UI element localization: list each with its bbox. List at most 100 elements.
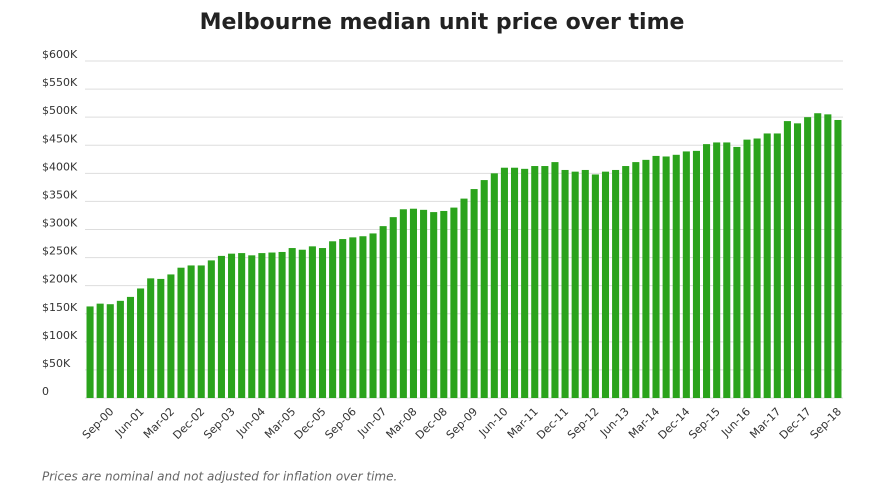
bar xyxy=(743,139,751,398)
bar xyxy=(632,162,640,398)
bar xyxy=(359,236,367,398)
y-tick-label: $50K xyxy=(42,357,71,370)
bar xyxy=(662,156,670,398)
bar xyxy=(167,274,175,398)
y-tick-label: $250K xyxy=(42,245,78,258)
x-tick-label: Jun-04 xyxy=(233,405,268,440)
bar xyxy=(430,212,438,398)
x-tick-label: Sep-03 xyxy=(201,405,238,442)
bar xyxy=(804,117,812,399)
y-tick-label: $600K xyxy=(42,48,78,61)
x-tick-label: Mar-14 xyxy=(626,405,662,441)
footnote: Prices are nominal and not adjusted for … xyxy=(42,470,397,484)
bar xyxy=(460,198,468,398)
bar xyxy=(783,121,791,399)
y-tick-label: $150K xyxy=(42,301,78,314)
bar xyxy=(521,168,529,398)
x-tick-label: Dec-14 xyxy=(656,405,693,442)
bar xyxy=(369,233,377,398)
x-tick-label: Dec-02 xyxy=(170,405,207,442)
bar xyxy=(763,133,771,398)
x-tick-label: Sep-18 xyxy=(808,405,845,442)
x-tick-label: Mar-05 xyxy=(262,405,298,441)
bar xyxy=(703,144,711,398)
bar xyxy=(389,217,397,398)
bar xyxy=(490,173,498,398)
bar xyxy=(601,171,610,398)
x-tick-label: Dec-05 xyxy=(292,405,329,442)
bar xyxy=(723,142,731,398)
bar xyxy=(308,246,316,398)
x-tick-label: Sep-15 xyxy=(686,405,723,442)
bar xyxy=(480,180,488,398)
bar xyxy=(116,300,124,398)
bar xyxy=(561,169,569,398)
bar xyxy=(349,237,357,398)
x-tick-label: Jun-10 xyxy=(476,405,511,440)
y-tick-label: $550K xyxy=(42,76,78,89)
x-tick-label: Dec-08 xyxy=(413,405,450,442)
bar xyxy=(147,278,155,398)
bar xyxy=(298,249,306,398)
bar xyxy=(531,166,539,398)
x-tick-label: Sep-09 xyxy=(444,405,481,442)
bar xyxy=(207,260,215,398)
bar xyxy=(278,251,286,398)
y-tick-label: $100K xyxy=(42,329,78,342)
bar xyxy=(86,306,94,398)
bar xyxy=(652,155,660,398)
bar xyxy=(217,255,225,398)
bar xyxy=(753,138,761,398)
y-tick-label: $200K xyxy=(42,273,78,286)
y-tick-label: $300K xyxy=(42,217,78,230)
y-tick-label: $350K xyxy=(42,188,78,201)
bar xyxy=(541,166,549,398)
bar xyxy=(228,253,236,398)
bar xyxy=(268,252,276,398)
bar xyxy=(450,207,458,398)
bar xyxy=(96,303,104,398)
bar xyxy=(106,304,114,398)
y-tick-label: 0 xyxy=(42,385,49,398)
bar xyxy=(571,171,579,398)
bar xyxy=(612,169,620,398)
bar xyxy=(288,248,296,398)
x-tick-label: Dec-11 xyxy=(534,405,571,442)
bar xyxy=(500,167,508,398)
bar xyxy=(379,226,387,398)
bar xyxy=(713,142,721,398)
bar xyxy=(177,267,185,398)
x-tick-label: Sep-06 xyxy=(322,405,359,442)
bar xyxy=(137,288,145,398)
y-tick-label: $400K xyxy=(42,160,78,173)
bar xyxy=(126,296,135,398)
bar xyxy=(773,133,781,398)
x-tick-label: Sep-00 xyxy=(80,405,117,442)
x-tick-label: Mar-08 xyxy=(384,405,420,441)
bar xyxy=(420,209,428,398)
bar xyxy=(258,253,266,398)
bar xyxy=(248,255,256,398)
bar xyxy=(187,265,195,398)
bar xyxy=(510,167,519,398)
bar xyxy=(157,278,165,398)
bar xyxy=(409,208,418,398)
x-tick-label: Dec-17 xyxy=(777,405,814,442)
bar xyxy=(642,159,650,398)
bar xyxy=(622,166,630,398)
x-tick-label: Jun-07 xyxy=(355,405,390,440)
bar xyxy=(824,114,832,398)
bar xyxy=(440,210,448,398)
chart-title: Melbourne median unit price over time xyxy=(200,10,685,35)
x-tick-label: Mar-11 xyxy=(505,405,541,441)
y-tick-label: $500K xyxy=(42,104,78,117)
x-tick-label: Mar-17 xyxy=(747,405,783,441)
bar xyxy=(581,169,589,398)
y-tick-label: $450K xyxy=(42,132,78,145)
bar xyxy=(733,146,741,398)
bar xyxy=(834,119,842,398)
bar xyxy=(470,189,478,398)
bar xyxy=(197,265,205,398)
bar xyxy=(672,154,680,398)
